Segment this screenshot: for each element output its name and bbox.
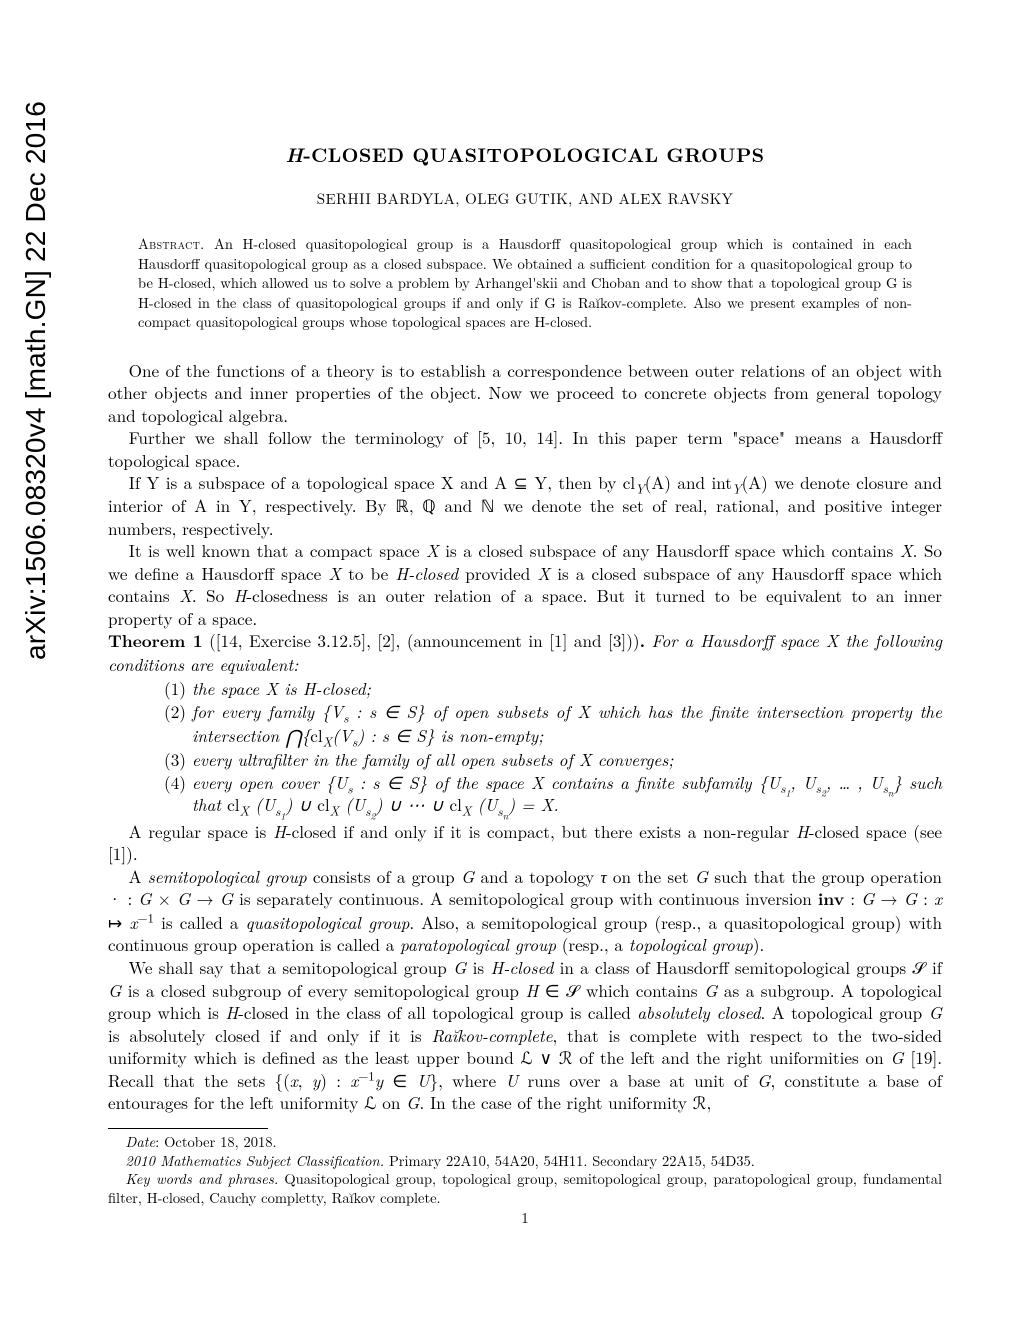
enum-item-1: (1) the space X is H-closed;	[158, 677, 942, 700]
footnote-date-text: : October 18, 2018.	[155, 1132, 276, 1152]
theorem-enum: (1) the space X is H-closed; (2) for eve…	[158, 677, 942, 816]
abstract-label: Abstract.	[138, 234, 205, 254]
enum-text-3: every ultrafilter in the family of all o…	[192, 748, 942, 771]
para-2: Further we shall follow the terminology …	[108, 426, 942, 471]
enum-item-4: (4) every open cover {Us : s ∈ S} of the…	[158, 771, 942, 816]
paper-page: arXiv:1506.08320v4 [math.GN] 22 Dec 2016…	[0, 0, 1020, 1320]
enum-item-2: (2) for every family {Vs : s ∈ S} of ope…	[158, 700, 942, 748]
para-5: A regular space is H-closed if and only …	[108, 820, 942, 865]
page-number: 1	[108, 1208, 942, 1228]
footnote-keywords: Key words and phrases. Quasitopological …	[108, 1170, 942, 1208]
footnotes: Date: October 18, 2018. 2010 Mathematics…	[108, 1133, 942, 1208]
para-4: It is well known that a compact space X …	[108, 539, 942, 629]
footnote-date-label: Date	[125, 1132, 155, 1152]
para-3a: If Y is a subspace of a topological spac…	[129, 470, 636, 494]
enum-text-4: every open cover {Us : s ∈ S} of the spa…	[192, 771, 942, 816]
title-text: -CLOSED QUASITOPOLOGICAL GROUPS	[303, 140, 764, 168]
footnote-date: Date: October 18, 2018.	[108, 1133, 942, 1152]
footnote-rule	[108, 1128, 268, 1129]
page-title: H-CLOSED QUASITOPOLOGICAL GROUPS	[108, 140, 942, 168]
theorem-head: Theorem 1	[108, 629, 203, 653]
enum-item-3: (3) every ultrafilter in the family of a…	[158, 748, 942, 771]
enum-text-2: for every family {Vs : s ∈ S} of open su…	[192, 700, 942, 748]
arxiv-sidebar: arXiv:1506.08320v4 [math.GN] 22 Dec 2016	[20, 101, 52, 660]
footnote-msc-text: Primary 22A10, 54A20, 54H11. Secondary 2…	[384, 1151, 755, 1171]
para-6: A semitopological group consists of a gr…	[108, 865, 942, 956]
para-7: We shall say that a semitopological grou…	[108, 956, 942, 1114]
footnote-msc-label: 2010 Mathematics Subject Classification.	[125, 1151, 384, 1171]
para-3b: (A) and int	[645, 470, 732, 494]
para-1: One of the functions of a theory is to e…	[108, 359, 942, 427]
enum-text-1: the space X is H-closed;	[192, 677, 942, 700]
theorem-ref: ([14, Exercise 3.12.5], [2], (announceme…	[203, 628, 640, 652]
body: One of the functions of a theory is to e…	[108, 359, 942, 1114]
footnote-kw-label: Key words and phrases.	[125, 1169, 278, 1189]
theorem-1: Theorem 1 ([14, Exercise 3.12.5], [2], (…	[108, 629, 942, 675]
authors: SERHII BARDYLA, OLEG GUTIK, AND ALEX RAV…	[108, 188, 942, 209]
para-3: If Y is a subspace of a topological spac…	[108, 471, 942, 539]
abstract-text: An H-closed quasitopological group is a …	[138, 234, 912, 332]
title-variable: H	[285, 140, 303, 168]
footnote-msc: 2010 Mathematics Subject Classification.…	[108, 1152, 942, 1171]
abstract: Abstract. An H-closed quasitopological g…	[138, 235, 912, 333]
